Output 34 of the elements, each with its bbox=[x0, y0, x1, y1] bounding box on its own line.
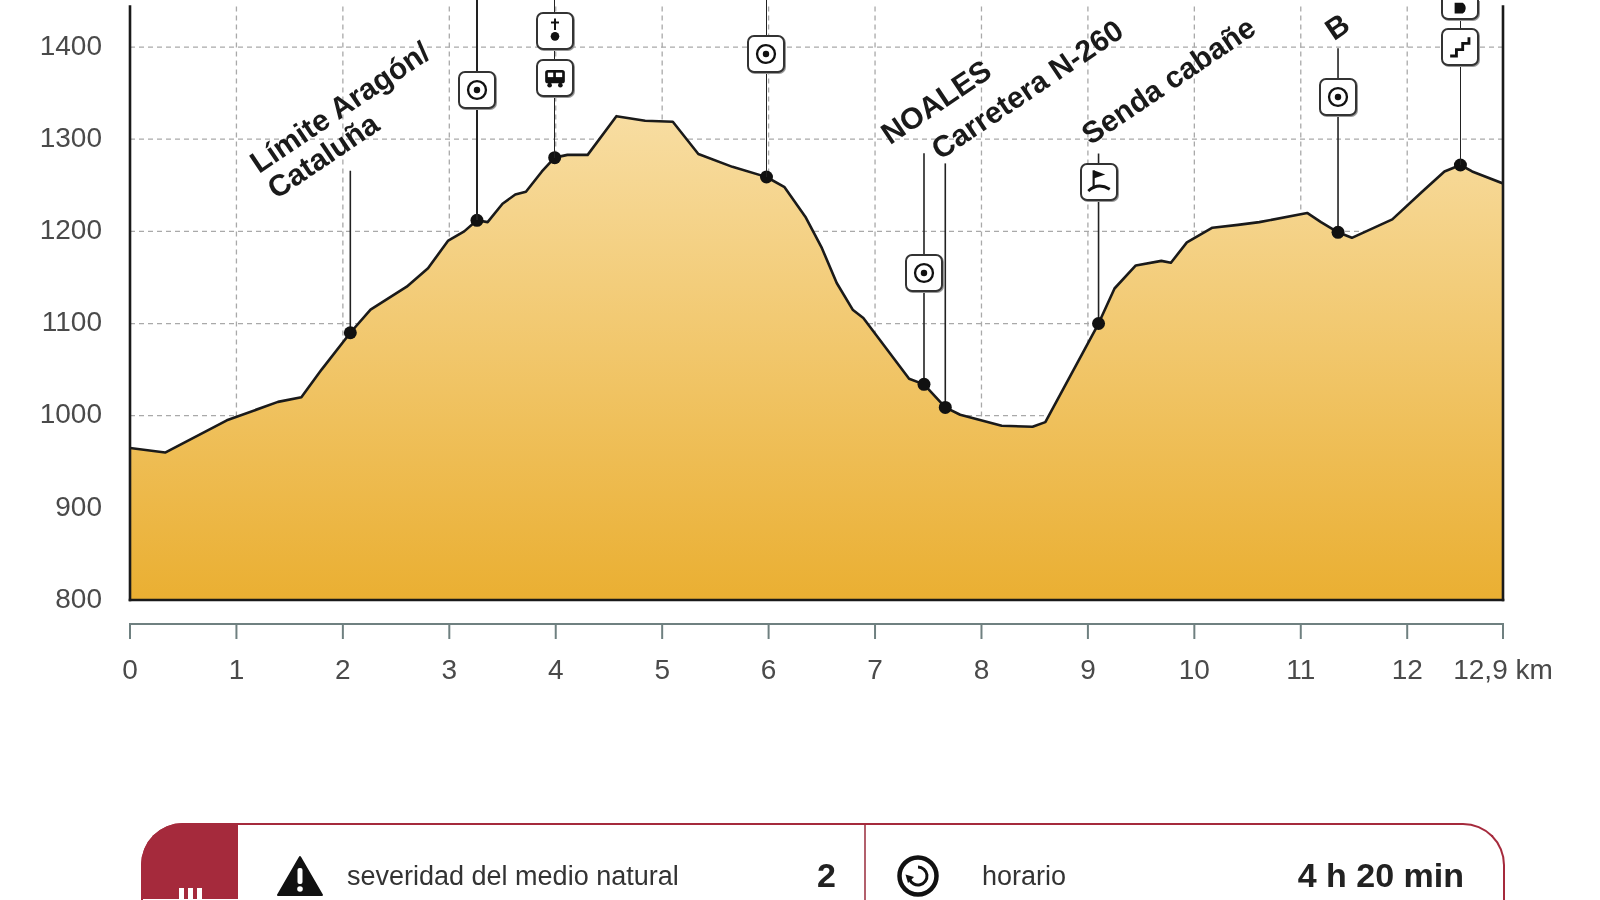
x-tick-label: 10 bbox=[1178, 653, 1210, 685]
x-tick-label: 6 bbox=[760, 653, 777, 685]
y-tick-label: 1400 bbox=[39, 29, 102, 61]
point bbox=[548, 151, 562, 165]
y-tick-label: 800 bbox=[55, 582, 102, 614]
point bbox=[917, 377, 931, 391]
point bbox=[759, 170, 773, 184]
x-tick-label: 12 bbox=[1391, 653, 1423, 685]
x-tick-label: 9 bbox=[1080, 653, 1096, 685]
text: 2 bbox=[817, 856, 836, 894]
y-tick-label: 1000 bbox=[39, 398, 102, 430]
text: horario bbox=[982, 860, 1067, 893]
x-tick-label: 12,9 km bbox=[1453, 653, 1553, 685]
x-tick-label: 1 bbox=[228, 653, 245, 685]
y-tick-label: 900 bbox=[55, 490, 102, 522]
point bbox=[343, 326, 357, 340]
x-tick-label: 2 bbox=[335, 653, 351, 685]
annotation: B bbox=[1318, 6, 1356, 47]
x-tick-label: 11 bbox=[1286, 653, 1316, 685]
x-tick-label: 7 bbox=[867, 653, 883, 685]
point bbox=[1092, 317, 1106, 331]
point bbox=[1453, 158, 1467, 172]
y-tick-label: 1200 bbox=[39, 214, 102, 246]
x-tick-label: 0 bbox=[122, 653, 138, 685]
x-tick-label: 8 bbox=[973, 653, 990, 685]
text: 4 h 20 min bbox=[1297, 856, 1464, 894]
point bbox=[1331, 225, 1345, 239]
x-tick-label: 5 bbox=[654, 653, 670, 685]
x-tick-label: 3 bbox=[441, 653, 458, 685]
y-tick-label: 1100 bbox=[41, 306, 102, 338]
point bbox=[938, 400, 952, 414]
x-tick-label: 4 bbox=[547, 653, 564, 685]
text: severidad del medio natural bbox=[347, 860, 679, 893]
y-tick-label: 1300 bbox=[39, 121, 102, 153]
